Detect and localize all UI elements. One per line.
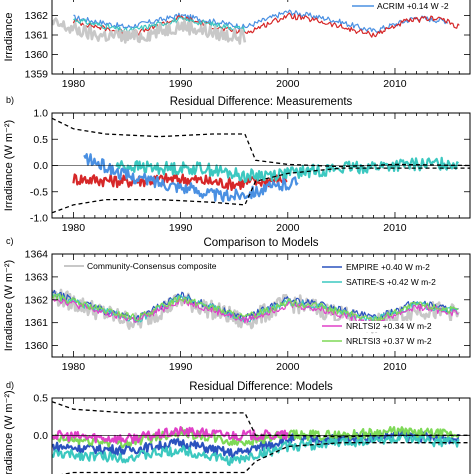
y-tick-label: 1364 [25,249,49,261]
legend-label: NRLTSI2 +0.34 W m-2 [346,321,432,331]
x-tick-label: 2000 [276,222,300,234]
legend-box [320,321,460,332]
series-line [73,16,246,34]
x-tick-label: 1990 [169,78,193,90]
series-line [52,293,459,324]
y-tick-label: -0.5 [30,186,48,198]
panel-label: d) [6,380,14,390]
x-tick-label: 1980 [62,222,86,234]
legend-box [320,262,460,273]
uncertainty-line [52,167,470,214]
y-tick-label: 1360 [25,340,49,352]
panel-b: 1980 1990 2000 2010 -1.0 -0.5 0.0 0.5 1.0 Irradia… [3,95,471,234]
y-tick-label: 1362 [25,10,49,22]
y-axis-label: Irradiance (W m⁻²) [3,390,15,474]
legend-label: ACRIM +0.14 W -2 [377,1,449,11]
legend-label: SATIRE-S +0.42 W m-2 [346,277,436,287]
series-line [52,433,460,467]
series-line [52,288,460,334]
y-tick-label: 0.0 [33,160,48,172]
legend-label: NRLTSI3 +0.37 W m-2 [346,336,432,346]
y-tick-label: 0.5 [33,393,48,405]
panel-title: Comparison to Models [203,237,318,249]
y-tick-label: 1362 [25,294,49,306]
y-axis-label: Irradiance (W m⁻²) [3,120,15,211]
x-tick-label: 1990 [169,222,193,234]
legend-box [348,0,466,14]
uncertainty-line [52,117,470,168]
panel-label: c) [6,236,14,246]
y-tick-label: 1.0 [33,108,48,120]
y-tick-label: 0.0 [33,430,48,442]
y-tick-label: 1361 [25,317,49,329]
plot-area [52,9,460,45]
x-tick-label: 1980 [62,361,86,373]
legend-label: EMPIRE +0.40 W m-2 [346,262,430,272]
series-line [52,17,247,45]
panel-a: 1980 1990 2000 2010 1359 1360 1361 1362 Irradian… [3,0,471,90]
x-tick-label: 2000 [276,78,300,90]
x-tick-label: 2010 [383,78,407,90]
x-tick-label: 2010 [383,222,407,234]
legend-label: Community-Consensus composite [87,261,217,271]
panel-d: 0.0 0.5 Irradiance (W m⁻²)d) Residual Diffe… [3,380,471,474]
legend-box [320,277,460,288]
plot-frame [51,397,471,474]
panel-label: b) [6,95,14,105]
legend-box [320,336,460,347]
y-tick-label: -1.0 [30,213,48,225]
series-line [52,429,460,459]
panel-c: 1980 1990 2000 2010 1360 1361 1362 1363 1364 Irra… [3,236,471,373]
plot-area [52,117,470,214]
x-tick-label: 1990 [169,361,193,373]
plot-area [52,288,460,334]
plot-frame [51,253,471,358]
x-tick-label: 1980 [62,78,86,90]
x-tick-label: 2000 [276,361,300,373]
y-tick-label: 1359 [25,69,49,81]
y-tick-label: 1360 [25,49,49,61]
series-line [52,426,289,444]
panel-title: Residual Difference: Measurements [170,96,353,108]
x-tick-label: 2010 [383,361,407,373]
series-line [83,153,299,203]
panel-title: Residual Difference: Models [189,381,333,393]
plot-area [52,401,470,474]
y-tick-label: 1361 [25,30,49,42]
uncertainty-line [61,442,470,474]
y-axis-label: Irradiance (W m⁻²) [3,260,15,351]
panels: 1980 1990 2000 2010 1359 1360 1361 1362 Irradian… [3,0,471,474]
y-axis-label: Irradiance [3,13,15,62]
y-tick-label: 0.5 [33,134,48,146]
series-line [115,156,460,184]
y-tick-label: 1363 [25,271,49,283]
uncertainty-line [52,401,470,438]
